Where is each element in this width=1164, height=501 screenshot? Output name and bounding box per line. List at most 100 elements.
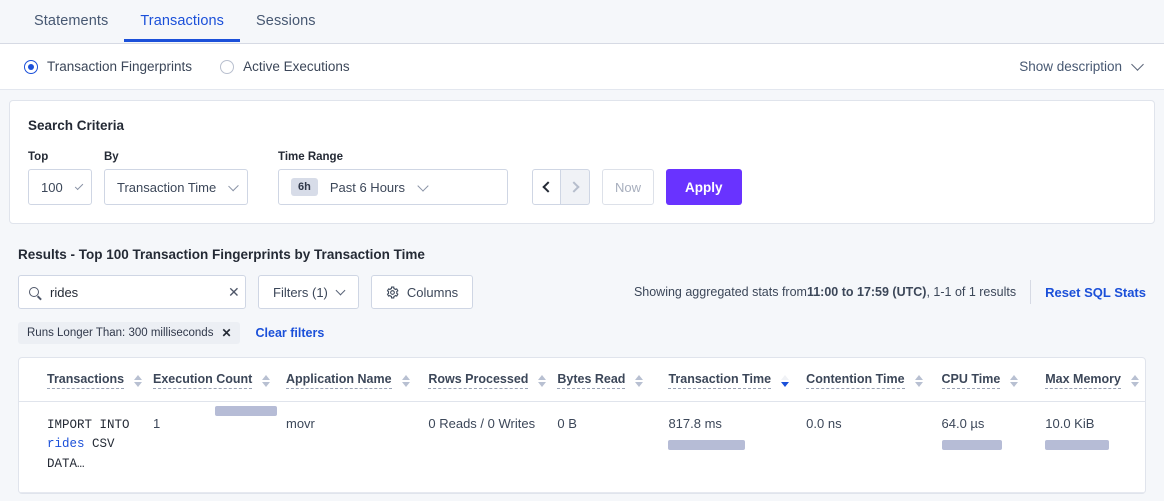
column-label: Transaction Time	[668, 372, 772, 389]
contention-time-value: 0.0 ns	[806, 416, 842, 431]
toolbar-divider	[1030, 280, 1032, 304]
search-criteria-card: Search Criteria Top 100 By Transaction T…	[9, 100, 1155, 224]
cell-transaction-time: 817.8 ms	[668, 401, 807, 494]
radio-unselected-icon	[220, 59, 235, 74]
column-label: Bytes Read	[557, 372, 626, 389]
sort-toggle-icon[interactable]	[134, 374, 143, 387]
column-header-application-name[interactable]: Application Name	[286, 358, 429, 402]
radio-transaction-fingerprints[interactable]: Transaction Fingerprints	[24, 59, 192, 74]
radio-label: Transaction Fingerprints	[47, 59, 193, 74]
page-body: Search Criteria Top 100 By Transaction T…	[0, 90, 1164, 495]
showing-suffix: , 1-1 of 1 results	[926, 285, 1017, 299]
radio-active-executions[interactable]: Active Executions	[220, 59, 350, 74]
table-head: Transactions Execution Count Application…	[19, 358, 1145, 402]
now-button[interactable]: Now	[602, 169, 654, 205]
showing-stats-text: Showing aggregated stats from 11:00 to 1…	[634, 280, 1146, 304]
column-header-transaction-time[interactable]: Transaction Time	[668, 358, 807, 402]
top-value: 100	[41, 179, 63, 195]
column-label: Max Memory	[1045, 372, 1121, 389]
column-header-transactions[interactable]: Transactions	[19, 358, 153, 402]
reset-sql-stats-link[interactable]: Reset SQL Stats	[1045, 284, 1146, 300]
column-header-bytes-read[interactable]: Bytes Read	[557, 358, 669, 402]
showing-prefix: Showing aggregated stats from	[633, 285, 807, 299]
clear-filters-link[interactable]: Clear filters	[255, 326, 325, 340]
time-range-select[interactable]: 6h Past 6 Hours	[278, 169, 508, 205]
remove-filter-icon[interactable]: ✕	[221, 326, 232, 340]
column-header-cpu-time[interactable]: CPU Time	[941, 358, 1046, 402]
cell-execution-count: 1	[153, 401, 286, 494]
search-transactions-box[interactable]: ✕	[18, 275, 246, 309]
chevron-down-icon	[335, 285, 346, 296]
max-memory-bar	[1045, 440, 1109, 450]
column-header-max-memory[interactable]: Max Memory	[1045, 358, 1145, 402]
cell-cpu-time: 64.0 µs	[941, 401, 1046, 494]
sort-toggle-icon[interactable]	[914, 374, 923, 387]
table-row[interactable]: IMPORT INTO rides CSV DATA… 1 movr 0 Read…	[19, 401, 1145, 494]
chevron-down-icon	[1131, 58, 1144, 71]
top-label: Top	[28, 151, 49, 163]
filters-label: Filters (1)	[273, 284, 328, 300]
chevron-left-icon	[542, 181, 554, 193]
cpu-time-value: 64.0 µs	[941, 416, 985, 431]
by-field: By Transaction Time	[104, 151, 248, 205]
transactions-table-card: Transactions Execution Count Application…	[18, 357, 1146, 495]
next-time-range-button[interactable]	[561, 169, 590, 205]
table-header-row: Transactions Execution Count Application…	[19, 358, 1145, 402]
apply-button[interactable]: Apply	[666, 169, 742, 205]
show-description-toggle[interactable]: Show description	[1019, 58, 1144, 74]
time-range-nav-group	[532, 169, 590, 205]
results-title: Results - Top 100 Transaction Fingerprin…	[18, 247, 425, 262]
tab-transactions[interactable]: Transactions	[124, 0, 240, 42]
column-label: Application Name	[286, 372, 392, 389]
transaction-time-bar	[668, 440, 745, 450]
column-header-contention-time[interactable]: Contention Time	[806, 358, 942, 402]
column-label: Execution Count	[153, 372, 253, 389]
column-label: Contention Time	[806, 372, 905, 389]
transaction-time-value: 817.8 ms	[668, 416, 722, 431]
execution-count-value: 1	[153, 416, 161, 431]
now-label: Now	[614, 179, 641, 195]
cell-transaction-query[interactable]: IMPORT INTO rides CSV DATA…	[19, 401, 153, 494]
cpu-time-bar	[941, 440, 1003, 450]
time-range-value: Past 6 Hours	[329, 179, 405, 195]
clear-search-icon[interactable]: ✕	[228, 284, 240, 300]
by-select[interactable]: Transaction Time	[104, 169, 248, 205]
execution-count-bar	[215, 406, 277, 416]
tab-sessions[interactable]: Sessions	[240, 0, 332, 41]
sort-toggle-icon[interactable]	[781, 374, 790, 387]
top-select[interactable]: 100	[28, 169, 92, 205]
sort-toggle-icon[interactable]	[262, 374, 271, 387]
sort-toggle-icon[interactable]	[1131, 374, 1139, 387]
sort-toggle-icon[interactable]	[538, 374, 547, 387]
filter-chip[interactable]: Runs Longer Than: 300 milliseconds ✕	[18, 322, 240, 344]
query-line-2: CSV DATA…	[47, 437, 115, 471]
by-value: Transaction Time	[117, 179, 217, 195]
cell-contention-time: 0.0 ns	[806, 401, 942, 494]
column-header-execution-count[interactable]: Execution Count	[153, 358, 286, 402]
search-criteria-heading: Search Criteria	[28, 118, 125, 133]
query-text[interactable]: IMPORT INTO rides CSV DATA…	[47, 416, 147, 474]
sort-toggle-icon[interactable]	[1010, 374, 1019, 387]
bytes-read-value: 0 B	[557, 416, 577, 431]
sort-toggle-icon[interactable]	[401, 374, 410, 387]
cell-bytes-read: 0 B	[557, 401, 669, 494]
chevron-down-icon	[417, 179, 429, 192]
rows-processed-value: 0 Reads / 0 Writes	[428, 416, 536, 431]
filter-chip-label: Runs Longer Than: 300 milliseconds	[27, 327, 214, 339]
search-input[interactable]	[50, 284, 226, 300]
by-label: By	[104, 151, 119, 163]
chevron-down-icon	[228, 180, 239, 191]
gear-icon	[386, 286, 399, 298]
previous-time-range-button[interactable]	[532, 169, 561, 205]
query-line-1: IMPORT INTO	[47, 418, 130, 432]
column-label: Transactions	[47, 372, 125, 389]
tab-label: Transactions	[140, 13, 225, 29]
time-range-pill: 6h	[291, 178, 318, 196]
columns-button[interactable]: Columns	[370, 275, 474, 309]
column-header-rows-processed[interactable]: Rows Processed	[428, 358, 558, 402]
filters-button[interactable]: Filters (1)	[258, 275, 359, 309]
sort-toggle-icon[interactable]	[635, 374, 644, 387]
tab-label: Statements	[34, 13, 109, 29]
tab-statements[interactable]: Statements	[18, 0, 124, 41]
column-label: Rows Processed	[428, 372, 529, 389]
